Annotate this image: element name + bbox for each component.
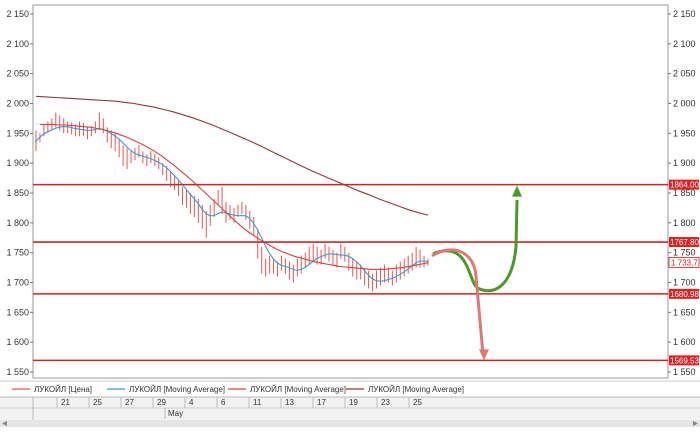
y-tick-label-left: 2 100 xyxy=(6,39,29,49)
y-tick-label-right: 1 750 xyxy=(673,248,696,258)
y-tick-label-left: 1 600 xyxy=(6,337,29,347)
scroll-left-arrow[interactable] xyxy=(2,421,7,426)
legend-label: ЛУКОЙЛ [Moving Average] xyxy=(129,385,225,394)
level-tag-label: 1767.80 xyxy=(670,238,699,247)
level-tag xyxy=(669,179,699,190)
legend-label: ЛУКОЙЛ [Moving Average] xyxy=(368,385,464,394)
y-tick-label-right: 1 800 xyxy=(673,218,696,228)
y-tick-label-left: 1 700 xyxy=(6,278,29,288)
x-tick-label: 11 xyxy=(253,398,262,407)
level-tag xyxy=(669,237,699,248)
y-tick-label-right: 1 550 xyxy=(673,367,696,377)
y-tick-label-left: 1 900 xyxy=(6,158,29,168)
y-tick-label-left: 2 000 xyxy=(6,98,29,108)
x-tick-label: 25 xyxy=(93,398,102,407)
x-tick-label: 27 xyxy=(125,398,134,407)
y-tick-label-left: 1 850 xyxy=(6,188,29,198)
x-tick-label: 29 xyxy=(157,398,166,407)
y-tick-label-left: 1 550 xyxy=(6,367,29,377)
level-tag-label: 1680.98 xyxy=(670,290,699,299)
level-tag xyxy=(669,355,699,366)
y-tick-label-left: 1 800 xyxy=(6,218,29,228)
moving-average-line-3 xyxy=(35,95,429,216)
y-tick-label-right: 1 900 xyxy=(673,158,696,168)
last-price-label: 1 733,7 xyxy=(671,258,698,267)
month-label: May xyxy=(168,409,183,418)
x-tick-label: 19 xyxy=(349,398,358,407)
up-arrow-head xyxy=(512,185,522,197)
y-tick-label-right: 1 850 xyxy=(673,188,696,198)
legend-label: ЛУКОЙЛ [Moving Average] xyxy=(250,385,346,394)
level-tag xyxy=(669,288,699,299)
scroll-right-arrow[interactable] xyxy=(693,421,698,426)
y-tick-label-right: 2 150 xyxy=(673,9,696,19)
level-tag-label: 1569.53 xyxy=(670,356,699,365)
y-tick-label-left: 2 150 xyxy=(6,9,29,19)
y-tick-label-right: 2 050 xyxy=(673,69,696,79)
y-tick-label-left: 2 050 xyxy=(6,69,29,79)
y-tick-label-right: 1 650 xyxy=(673,307,696,317)
y-tick-label-right: 1 700 xyxy=(673,278,696,288)
y-tick-label-left: 1 650 xyxy=(6,307,29,317)
y-tick-label-right: 1 950 xyxy=(673,128,696,138)
x-tick-label: 23 xyxy=(381,398,390,407)
x-tick-label: 21 xyxy=(61,398,70,407)
down-arrow-head xyxy=(479,349,489,361)
level-tag-label: 1864.00 xyxy=(670,181,699,190)
y-tick-label-right: 2 000 xyxy=(673,98,696,108)
down-arrow-path xyxy=(431,248,485,355)
scrollbar-track[interactable] xyxy=(0,420,700,427)
legend-label: ЛУКОЙЛ [Цена] xyxy=(34,385,92,394)
y-tick-label-right: 2 100 xyxy=(673,39,696,49)
moving-average-line-2 xyxy=(40,123,429,270)
x-tick-label: 17 xyxy=(317,398,326,407)
x-tick-label: 4 xyxy=(189,398,194,407)
x-tick-label: 13 xyxy=(285,398,294,407)
x-tick-label: 6 xyxy=(221,398,226,407)
y-tick-label-left: 1 950 xyxy=(6,128,29,138)
y-tick-label-right: 1 600 xyxy=(673,337,696,347)
last-price-tag xyxy=(668,256,700,268)
plot-area xyxy=(32,4,669,379)
x-tick-label: 25 xyxy=(413,398,422,407)
y-tick-label-left: 1 750 xyxy=(6,248,29,258)
